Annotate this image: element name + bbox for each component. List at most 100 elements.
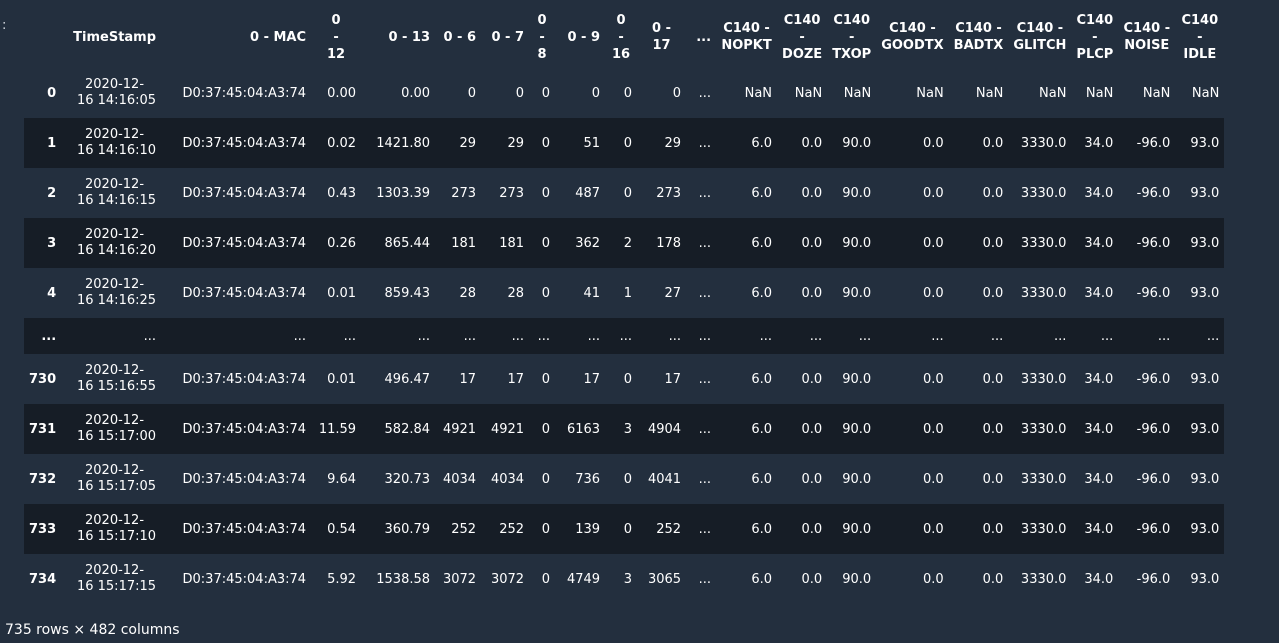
table-cell: 252 — [656, 521, 682, 537]
table-cell: 9.64 — [327, 471, 357, 487]
table-cell: ... — [537, 328, 551, 344]
table-cell: 4749 — [566, 571, 601, 587]
table-cell: 3065 — [647, 571, 682, 587]
header-row: TimeStamp 0 - MAC 0-12 0 - 13 0 - 6 0 - … — [24, 6, 1224, 68]
table-cell: 34.0 — [1084, 571, 1114, 587]
table-cell: ... — [698, 285, 712, 301]
table-cell: 0 — [541, 285, 551, 301]
table-cell: 0.0 — [922, 135, 944, 151]
table-cell: 582.84 — [384, 421, 431, 437]
table-cell: 0 — [541, 371, 551, 387]
table-cell: 4041 — [647, 471, 682, 487]
column-header-line: DOZE — [782, 46, 823, 62]
table-cell: 34.0 — [1084, 285, 1114, 301]
table-cell: 181 — [499, 235, 525, 251]
column-header-c140-nopkt: C140 - NOPKT — [716, 6, 777, 68]
row-index: 731 — [29, 421, 57, 437]
column-header-line: NOPKT — [721, 38, 772, 53]
table-cell: 0 — [623, 135, 633, 151]
table-cell: 5.92 — [327, 571, 357, 587]
table-cell: ... — [698, 135, 712, 151]
timestamp-date: 2020-12- — [85, 363, 145, 378]
table-cell: 6.0 — [751, 421, 773, 437]
table-cell: 0.0 — [922, 421, 944, 437]
column-header-c140-plcp: C140- PLCP — [1071, 6, 1118, 68]
table-cell: 0 — [541, 185, 551, 201]
mac-cell: D0:37:45:04:A3:74 — [182, 235, 307, 251]
table-cell: NaN — [843, 85, 872, 101]
column-header-line: GOODTX — [881, 38, 944, 53]
row-index: 733 — [29, 521, 57, 537]
table-cell: 34.0 — [1084, 421, 1114, 437]
table-cell: ... — [990, 328, 1004, 344]
table-body: 0 2020-12- 16 14:16:05 D0:37:45:04:A3:74 0.0… — [24, 68, 1225, 604]
table-cell: -96.0 — [1136, 421, 1171, 437]
table-cell: ... — [698, 571, 712, 587]
timestamp-time: 16 14:16:15 — [76, 193, 157, 208]
table-cell: 4034 — [490, 471, 525, 487]
table-cell: 0.0 — [922, 185, 944, 201]
table-cell: 0 — [623, 471, 633, 487]
table-cell: ... — [343, 328, 357, 344]
table-cell: 3330.0 — [1020, 285, 1067, 301]
mac-cell: D0:37:45:04:A3:74 — [182, 285, 307, 301]
table-cell: 3 — [623, 571, 633, 587]
table-cell: 4904 — [647, 421, 682, 437]
table-cell: 6.0 — [751, 371, 773, 387]
table-cell: ... — [668, 328, 682, 344]
table-cell: 6.0 — [751, 471, 773, 487]
table-cell: 360.79 — [384, 521, 431, 537]
table-cell: 0.0 — [801, 285, 823, 301]
timestamp-date: 2020-12- — [85, 77, 145, 92]
table-cell: 273 — [656, 185, 682, 201]
table-cell: 90.0 — [842, 371, 872, 387]
table-cell: ... — [698, 471, 712, 487]
column-header-line: 0 - — [652, 21, 672, 36]
mac-cell: D0:37:45:04:A3:74 — [182, 371, 307, 387]
table-cell: ... — [463, 328, 477, 344]
column-header-line: 0 — [616, 12, 626, 28]
row-index: 730 — [29, 371, 57, 387]
table-cell: 362 — [575, 235, 601, 251]
table-cell: ... — [698, 85, 712, 101]
table-cell: ... — [143, 328, 157, 344]
timestamp-time: 16 15:17:10 — [76, 529, 157, 544]
table-cell: 0.0 — [801, 471, 823, 487]
column-header-0-13: 0 - 13 — [388, 29, 431, 45]
table-cell: ... — [511, 328, 525, 344]
row-index: ... — [41, 328, 57, 344]
table-cell: 181 — [451, 235, 477, 251]
table-cell: 0.0 — [982, 471, 1004, 487]
row-index: 2 — [47, 185, 57, 201]
output-prompt: : — [2, 18, 7, 33]
table-cell: 0 — [541, 235, 551, 251]
column-header-c140-goodtx: C140 - GOODTX — [876, 6, 948, 68]
table-cell: NaN — [916, 85, 944, 101]
table-cell: 0 — [541, 85, 551, 101]
table-cell: 93.0 — [1190, 235, 1220, 251]
table-cell: 0 — [623, 521, 633, 537]
table-cell: -96.0 — [1136, 285, 1171, 301]
table-cell: 90.0 — [842, 521, 872, 537]
table-cell: NaN — [1039, 85, 1067, 101]
timestamp-time: 16 14:16:25 — [76, 293, 157, 308]
column-header-line: C140 — [783, 12, 821, 28]
column-header-0-12: 0-12 — [311, 6, 361, 68]
table-cell: 0 — [467, 85, 477, 101]
table-cell: 0.00 — [401, 85, 431, 101]
table-cell: 17 — [664, 371, 682, 387]
timestamp-cell: 2020-12- 16 14:16:05 — [61, 68, 161, 118]
table-cell: 0.0 — [801, 135, 823, 151]
table-cell: 34.0 — [1084, 235, 1114, 251]
column-header-line: - — [618, 29, 624, 45]
timestamp-time: 16 14:16:20 — [76, 243, 157, 258]
table-cell: 0 — [623, 85, 633, 101]
column-header-line: - — [1092, 29, 1098, 45]
table-cell: 90.0 — [842, 421, 872, 437]
table-cell: 6163 — [566, 421, 601, 437]
table-cell: 90.0 — [842, 571, 872, 587]
column-header-line: 12 — [326, 46, 346, 62]
table-cell: 17 — [459, 371, 477, 387]
table-cell: 3330.0 — [1020, 135, 1067, 151]
table-cell: -96.0 — [1136, 521, 1171, 537]
